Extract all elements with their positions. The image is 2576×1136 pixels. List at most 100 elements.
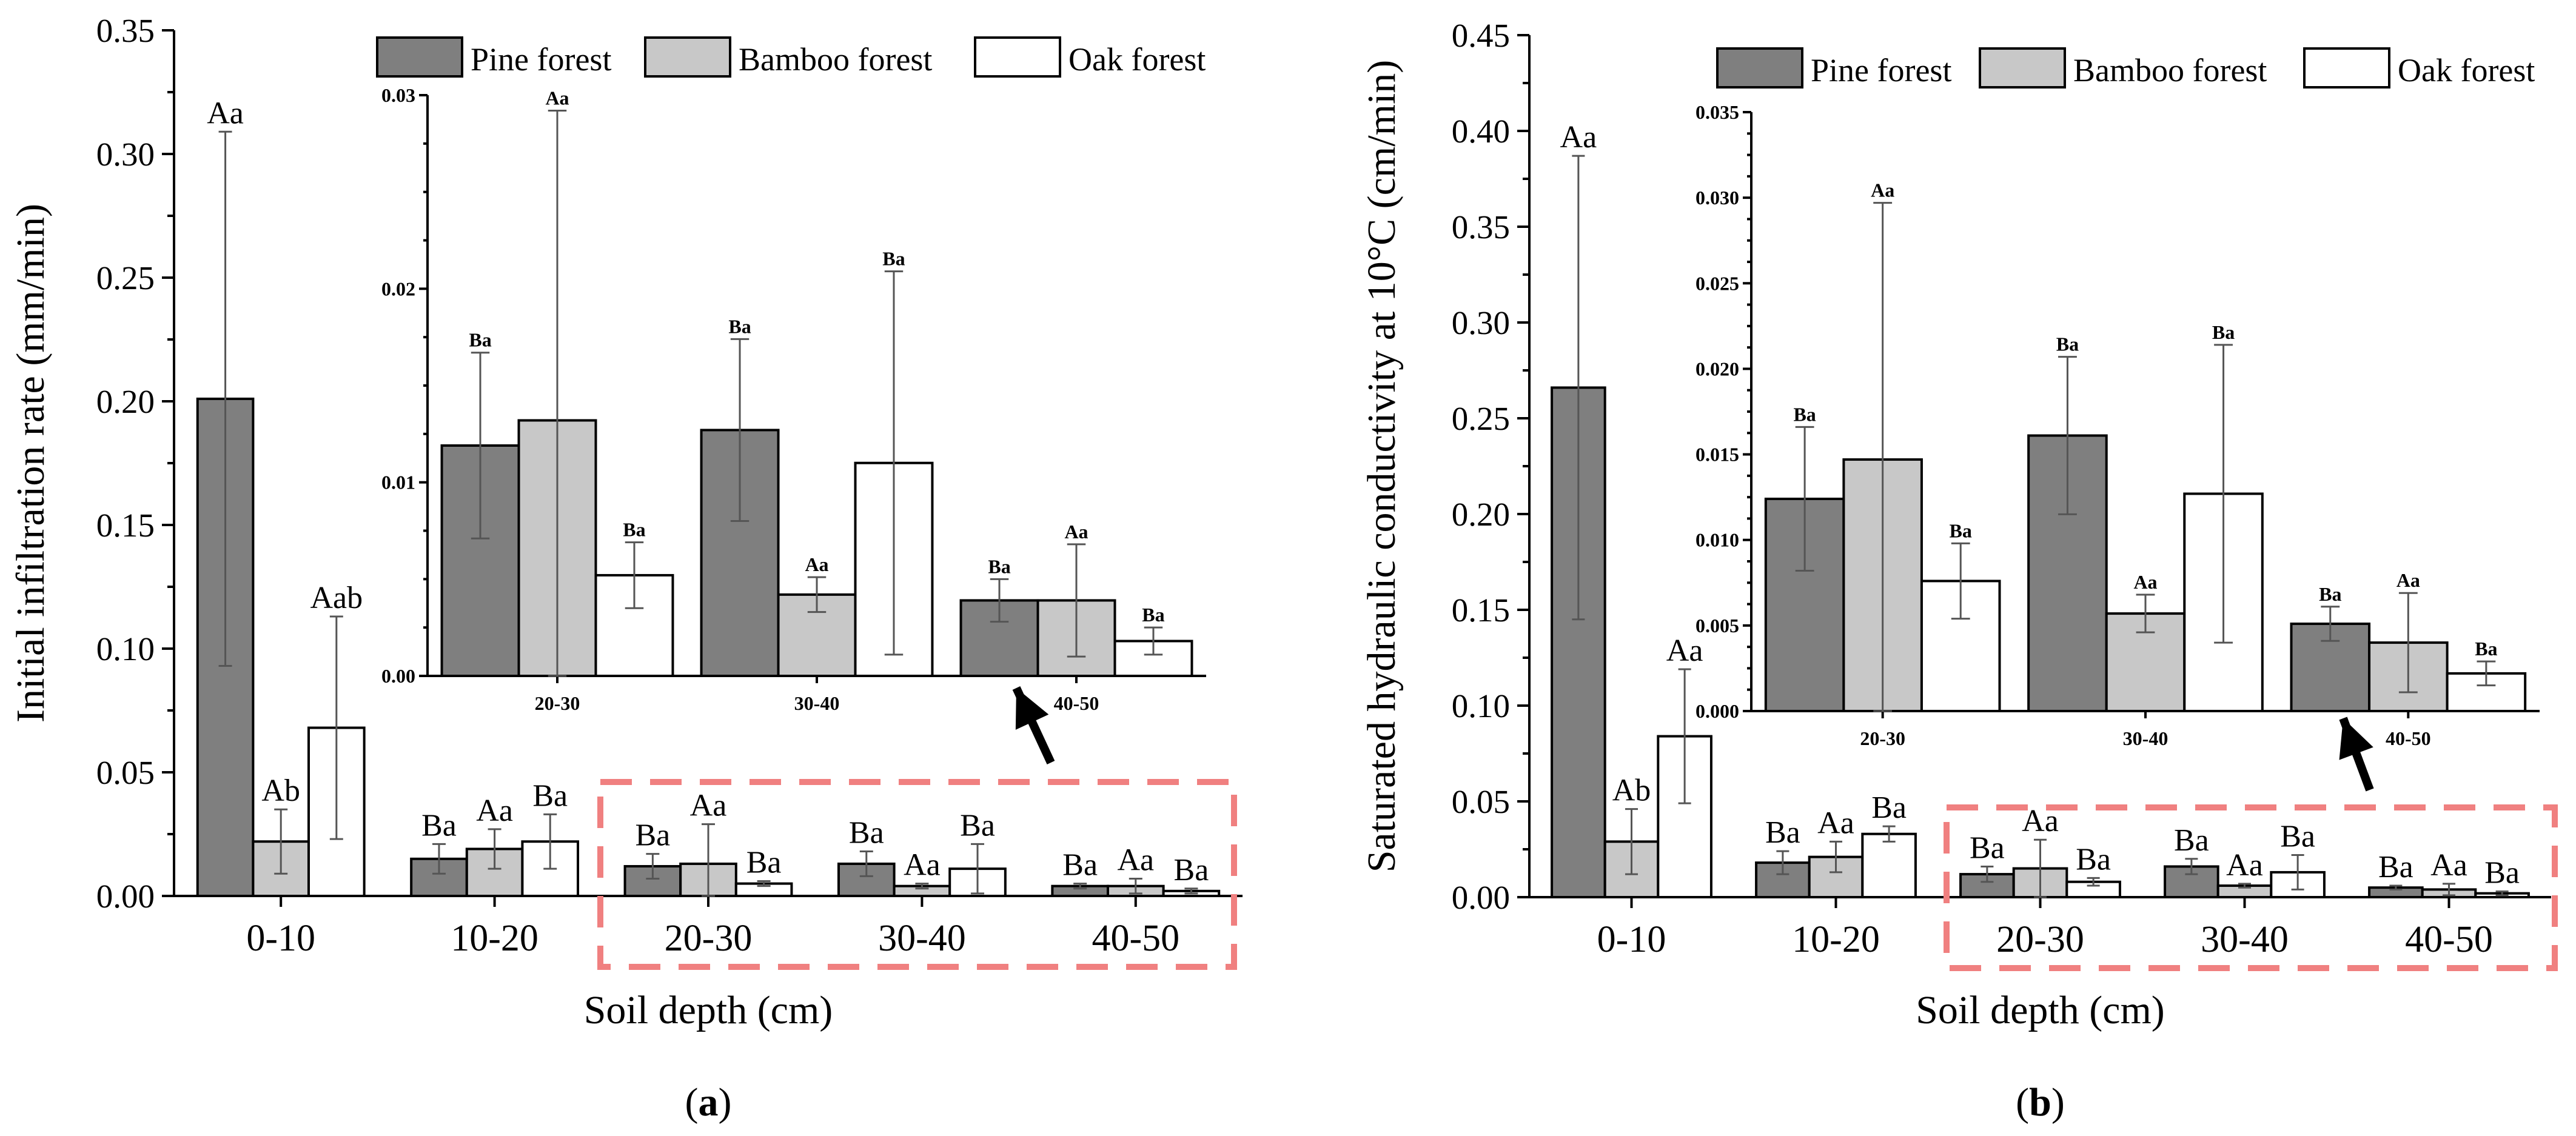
significance-label-pine-forest-10-20: Ba	[421, 808, 457, 843]
inset-significance-label-oak-forest-40-50: Ba	[2475, 638, 2497, 660]
significance-label-bamboo-forest-10-20: Aa	[1817, 806, 1854, 840]
inset-y-tick-label: 0.005	[1696, 615, 1739, 636]
legend-swatch-oak-forest	[2303, 47, 2390, 89]
legend-label-pine-forest: Pine forest	[1811, 52, 1951, 89]
significance-label-pine-forest-40-50: Ba	[2378, 850, 2413, 884]
inset-y-tick-label: 0.000	[1696, 700, 1739, 722]
y-tick-label: 0.15	[1452, 592, 1510, 629]
inset-significance-label-pine-forest-20-30: Ba	[469, 329, 491, 351]
panel-b: 0.00 0.05 0.10 0.15 0.20 0.25 0.30 0.35 0.40 0.45…	[1360, 17, 2558, 1124]
bar-oak-forest-10-20	[1861, 832, 1917, 898]
panel-label: (b)	[2016, 1080, 2065, 1124]
significance-label-pine-forest-10-20: Ba	[1765, 815, 1800, 850]
inset-significance-label-oak-forest-30-40: Ba	[2212, 321, 2235, 343]
highlight-box	[597, 779, 1237, 970]
y-tick-label: 0.40	[1452, 113, 1510, 150]
inset-significance-label-bamboo-forest-30-40: Aa	[2133, 571, 2157, 593]
significance-label-bamboo-forest-10-20: Aa	[476, 794, 513, 828]
arrow-head	[2339, 718, 2373, 760]
inset-significance-label-pine-forest-30-40: Ba	[728, 315, 751, 337]
category-label-10-20: 10-20	[451, 918, 538, 959]
inset-significance-label-bamboo-forest-30-40: Aa	[805, 553, 828, 575]
inset-category-label-40-50: 40-50	[2386, 727, 2431, 749]
y-tick-label: 0.25	[96, 259, 155, 296]
inset-significance-label-bamboo-forest-20-30: Aa	[545, 87, 569, 109]
y-axis-title: Saturated hydraulic conductivity at 10°C…	[1360, 60, 1404, 873]
y-tick-label: 0.05	[1452, 783, 1510, 820]
significance-label-pine-forest-30-40: Ba	[849, 816, 884, 850]
significance-label-oak-forest-40-50: Ba	[2484, 856, 2520, 890]
significance-label-oak-forest-10-20: Ba	[532, 778, 568, 813]
inset-significance-label-oak-forest-20-30: Ba	[1950, 520, 1972, 541]
legend-label-bamboo-forest: Bamboo forest	[739, 41, 932, 78]
y-tick-label: 0.00	[96, 878, 155, 915]
significance-label-pine-forest-0-10: Aa	[1560, 120, 1597, 155]
inset-significance-label-pine-forest-40-50: Ba	[2319, 583, 2341, 605]
inset-chart: 0.000 0.005 0.010 0.015 0.020 0.025 0.030 0.035…	[1696, 101, 2540, 749]
highlight-box	[1944, 804, 2558, 971]
significance-label-bamboo-forest-30-40: Aa	[2226, 848, 2263, 883]
significance-label-oak-forest-30-40: Ba	[2280, 819, 2315, 854]
y-axis-title: Initial infiltration rate (mm/min)	[8, 204, 53, 723]
inset-significance-label-bamboo-forest-40-50: Aa	[1064, 521, 1088, 543]
legend: Pine forest Bamboo forest Oak forest	[376, 36, 1206, 78]
inset-category-label-40-50: 40-50	[1054, 692, 1099, 714]
significance-label-pine-forest-20-30: Ba	[1970, 830, 2005, 865]
category-label-30-40: 30-40	[2201, 919, 2289, 960]
inset-significance-label-bamboo-forest-20-30: Aa	[1871, 179, 1894, 201]
inset-y-tick-label: 0.010	[1696, 529, 1739, 551]
inset-y-tick-label: 0.00	[381, 665, 415, 687]
significance-label-oak-forest-30-40: Ba	[960, 808, 995, 843]
significance-label-bamboo-forest-30-40: Aa	[904, 848, 941, 883]
category-label-40-50: 40-50	[1092, 918, 1179, 959]
inset-category-label-20-30: 20-30	[535, 692, 580, 714]
inset-significance-label-oak-forest-40-50: Ba	[1142, 604, 1164, 626]
y-tick-label: 0.05	[96, 754, 155, 791]
legend-swatch-oak-forest	[974, 36, 1061, 78]
y-tick-label: 0.45	[1452, 17, 1510, 54]
y-tick-label: 0.35	[1452, 209, 1510, 246]
legend-swatch-bamboo-forest	[1979, 47, 2066, 89]
legend-label-oak-forest: Oak forest	[2398, 52, 2535, 89]
inset-significance-label-pine-forest-30-40: Ba	[2056, 333, 2079, 355]
inset-significance-label-bamboo-forest-40-50: Aa	[2397, 569, 2420, 591]
legend-swatch-pine-forest	[376, 36, 463, 78]
y-tick-label: 0.30	[96, 136, 155, 173]
category-label-0-10: 0-10	[246, 918, 315, 959]
significance-label-bamboo-forest-0-10: Ab	[261, 773, 300, 808]
inset-category-label-30-40: 30-40	[794, 692, 840, 714]
inset-y-tick-label: 0.02	[381, 278, 415, 299]
significance-label-bamboo-forest-40-50: Aa	[2430, 848, 2467, 883]
legend-label-oak-forest: Oak forest	[1068, 41, 1206, 78]
significance-label-pine-forest-30-40: Ba	[2174, 823, 2209, 858]
y-tick-label: 0.10	[96, 630, 155, 667]
inset-significance-label-oak-forest-30-40: Ba	[882, 248, 905, 270]
inset-y-tick-label: 0.020	[1696, 358, 1739, 379]
category-label-10-20: 10-20	[1792, 919, 1880, 960]
significance-label-pine-forest-0-10: Aa	[207, 96, 244, 130]
arrow-head	[1015, 688, 1049, 730]
inset-significance-label-oak-forest-20-30: Ba	[623, 519, 645, 541]
inset-category-label-20-30: 20-30	[1860, 727, 1905, 749]
significance-label-pine-forest-20-30: Ba	[635, 818, 670, 853]
legend-swatch-pine-forest	[1716, 47, 1803, 89]
inset-significance-label-pine-forest-20-30: Ba	[1793, 403, 1816, 425]
inset-y-tick-label: 0.01	[381, 472, 415, 493]
significance-label-oak-forest-0-10: Aa	[1666, 633, 1703, 668]
significance-label-bamboo-forest-20-30: Aa	[690, 789, 727, 823]
panel-a: 0.00 0.05 0.10 0.15 0.20 0.25 0.30 0.35 Aa Ab Aab 0…	[8, 12, 1243, 1124]
legend: Pine forest Bamboo forest Oak forest	[1716, 47, 2535, 89]
inset-y-tick-label: 0.03	[381, 84, 415, 106]
inset-y-tick-label: 0.015	[1696, 444, 1739, 466]
y-tick-label: 0.15	[96, 507, 155, 544]
legend-label-pine-forest: Pine forest	[471, 41, 611, 78]
significance-label-bamboo-forest-0-10: Ab	[1612, 773, 1651, 808]
x-axis-title: Soil depth (cm)	[584, 988, 833, 1032]
y-tick-label: 0.25	[1452, 400, 1510, 437]
inset-y-tick-label: 0.030	[1696, 187, 1739, 209]
significance-label-oak-forest-10-20: Ba	[1871, 790, 1907, 825]
significance-label-oak-forest-20-30: Ba	[746, 846, 782, 880]
y-tick-label: 0.30	[1452, 304, 1510, 341]
inset-category-label-30-40: 30-40	[2123, 727, 2168, 749]
